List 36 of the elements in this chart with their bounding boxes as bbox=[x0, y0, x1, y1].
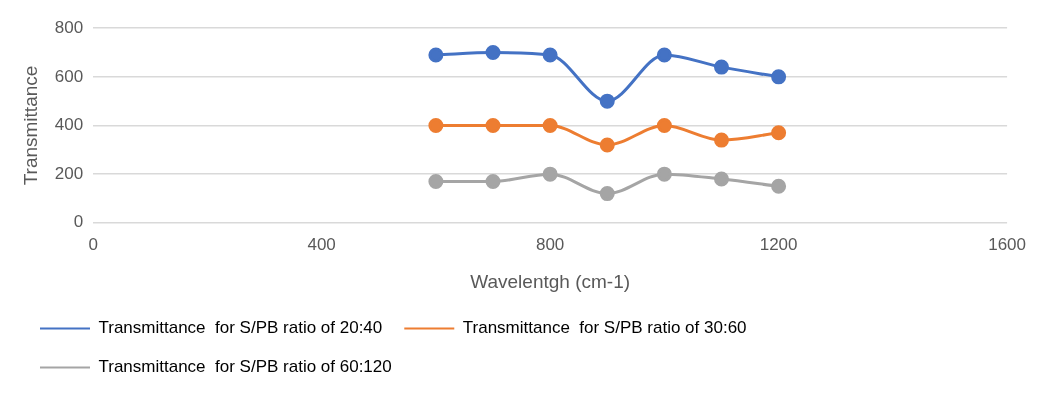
point bbox=[542, 166, 558, 182]
point bbox=[599, 93, 615, 109]
y-tick-label: 800 bbox=[54, 17, 84, 37]
x-tick-label: 0 bbox=[88, 234, 98, 254]
x-tick-label: 800 bbox=[535, 234, 565, 254]
point bbox=[656, 166, 672, 182]
point bbox=[485, 118, 501, 133]
x-axis-title: Wavelentgh (cm-1) bbox=[470, 270, 631, 292]
x-tick-label: 1200 bbox=[759, 234, 798, 254]
point bbox=[485, 45, 501, 61]
point bbox=[428, 118, 444, 133]
point bbox=[771, 125, 787, 141]
y-tick-label: 200 bbox=[54, 163, 84, 183]
point bbox=[428, 47, 444, 63]
y-tick-label: 400 bbox=[54, 115, 84, 135]
y-axis-title: Transmittance bbox=[19, 65, 41, 186]
point bbox=[542, 118, 558, 133]
point bbox=[713, 132, 729, 148]
legend-label: Transmittance for S/PB ratio of 60:120 bbox=[98, 357, 392, 377]
point bbox=[656, 118, 672, 133]
point bbox=[599, 186, 615, 202]
x-tick-label: 400 bbox=[307, 234, 336, 254]
point bbox=[713, 171, 729, 187]
point bbox=[771, 69, 787, 85]
legend-label: Transmittance for S/PB ratio of 20:40 bbox=[98, 318, 383, 338]
y-tick-label: 600 bbox=[54, 66, 84, 86]
point bbox=[599, 137, 615, 153]
point bbox=[485, 173, 501, 189]
x-tick-label: 1600 bbox=[988, 234, 1026, 254]
point bbox=[542, 47, 558, 63]
point bbox=[428, 173, 444, 189]
y-tick-label: 0 bbox=[73, 212, 84, 232]
point bbox=[656, 47, 672, 63]
legend-label: Transmittance for S/PB ratio of 30:60 bbox=[462, 318, 747, 338]
point bbox=[771, 178, 787, 194]
point bbox=[713, 59, 729, 75]
